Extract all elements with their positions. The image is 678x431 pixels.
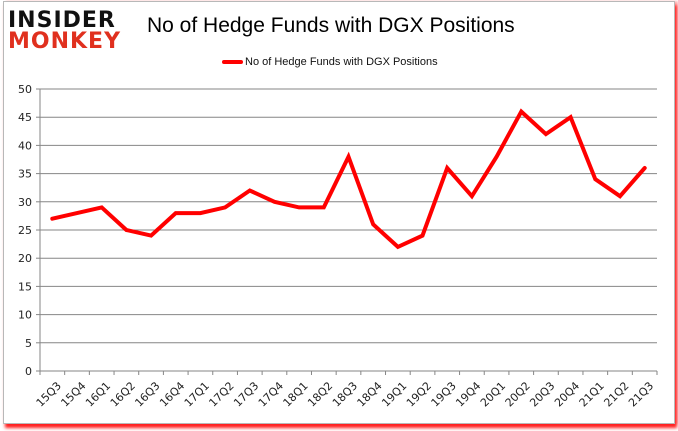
y-tick-label: 25	[18, 224, 32, 237]
x-tick-label: 21Q2	[601, 379, 631, 409]
y-tick-label: 0	[25, 365, 32, 378]
x-tick-label: 17Q4	[256, 379, 286, 409]
y-tick-label: 10	[18, 309, 32, 322]
y-tick-label: 15	[18, 280, 32, 293]
chart-title: No of Hedge Funds with DGX Positions	[147, 14, 515, 37]
x-tick-label: 16Q4	[157, 379, 187, 409]
x-tick-label: 19Q2	[404, 379, 434, 409]
x-tick-label: 19Q1	[379, 379, 409, 409]
legend-line-swatch-icon	[222, 60, 243, 64]
x-tick-label: 18Q2	[305, 379, 335, 409]
x-tick-label: 15Q4	[58, 379, 88, 409]
x-tick-label: 19Q4	[453, 379, 483, 409]
x-tick-label: 16Q1	[83, 379, 113, 409]
x-tick-label: 19Q3	[429, 379, 459, 409]
x-tick-label: 18Q3	[330, 379, 360, 409]
x-tick-label: 21Q3	[626, 379, 656, 409]
x-tick-label: 16Q3	[132, 379, 162, 409]
legend-label: No of Hedge Funds with DGX Positions	[245, 56, 438, 68]
y-tick-label: 20	[18, 252, 32, 265]
y-tick-label: 5	[25, 337, 32, 350]
y-tick-label: 35	[18, 168, 32, 181]
x-tick-label: 21Q1	[577, 379, 607, 409]
chart-legend: No of Hedge Funds with DGX Positions	[222, 56, 438, 68]
x-tick-label: 17Q3	[231, 379, 261, 409]
series-line	[50, 108, 647, 250]
logo-line-2: MONKEY	[8, 29, 122, 54]
x-tick-label: 17Q1	[182, 379, 212, 409]
x-tick-label: 16Q2	[108, 379, 138, 409]
logo-line-1: INSIDER	[8, 8, 116, 33]
x-tick-label: 20Q4	[552, 379, 582, 409]
x-tick-label: 18Q4	[355, 379, 385, 409]
x-tick-label: 20Q1	[478, 379, 508, 409]
chart-frame	[3, 1, 675, 424]
x-tick-label: 17Q2	[207, 379, 237, 409]
y-tick-label: 45	[18, 111, 32, 124]
y-tick-label: 40	[18, 139, 32, 152]
x-tick-label: 20Q2	[503, 379, 533, 409]
x-tick-label: 18Q1	[281, 379, 311, 409]
y-tick-label: 50	[18, 83, 32, 96]
y-tick-label: 30	[18, 196, 32, 209]
x-tick-label: 20Q3	[527, 379, 557, 409]
x-tick-label: 15Q3	[34, 379, 64, 409]
insider-monkey-logo: INSIDER MONKEY	[8, 10, 128, 54]
